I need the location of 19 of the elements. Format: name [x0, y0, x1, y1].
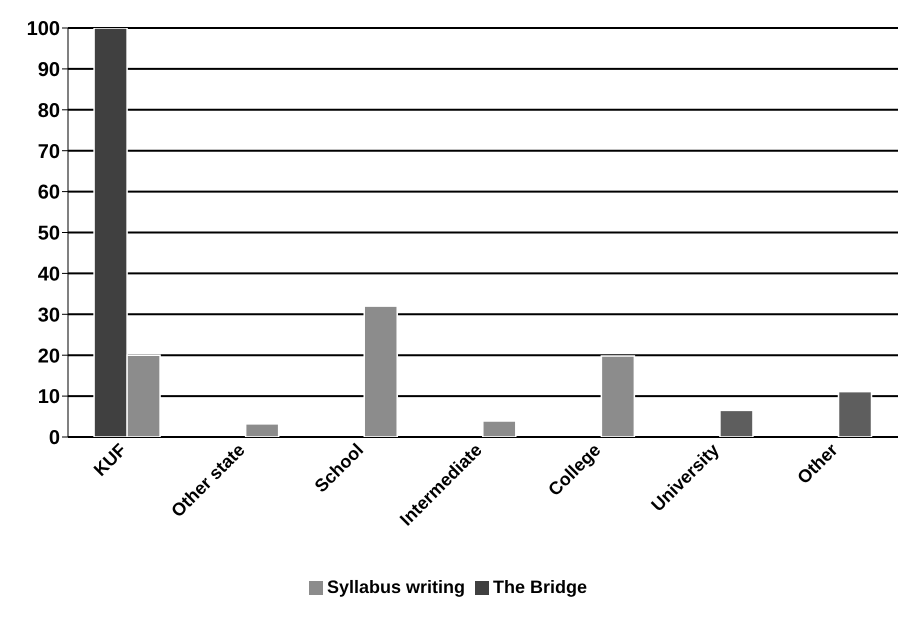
- legend-label: The Bridge: [493, 577, 588, 597]
- y-tick-label: 80: [38, 100, 60, 122]
- bar: [719, 410, 754, 437]
- y-tick-label: 70: [38, 140, 60, 163]
- y-tick-label: 0: [48, 427, 60, 450]
- y-tick-label: 90: [38, 59, 60, 81]
- bar: [838, 390, 872, 437]
- bar: [363, 305, 398, 437]
- y-tick-label: 30: [38, 304, 60, 326]
- y-tick-label: 50: [38, 222, 60, 245]
- y-tick-label: 20: [38, 345, 60, 368]
- y-tick-label: 40: [38, 264, 60, 286]
- y-tick-label: 10: [38, 386, 60, 408]
- bar: [244, 423, 280, 437]
- bar: [482, 420, 517, 437]
- bar: [600, 355, 636, 437]
- legend-label: Syllabus writing: [326, 577, 465, 597]
- y-tick-label: 100: [26, 18, 60, 40]
- y-tick-label: 60: [38, 182, 60, 204]
